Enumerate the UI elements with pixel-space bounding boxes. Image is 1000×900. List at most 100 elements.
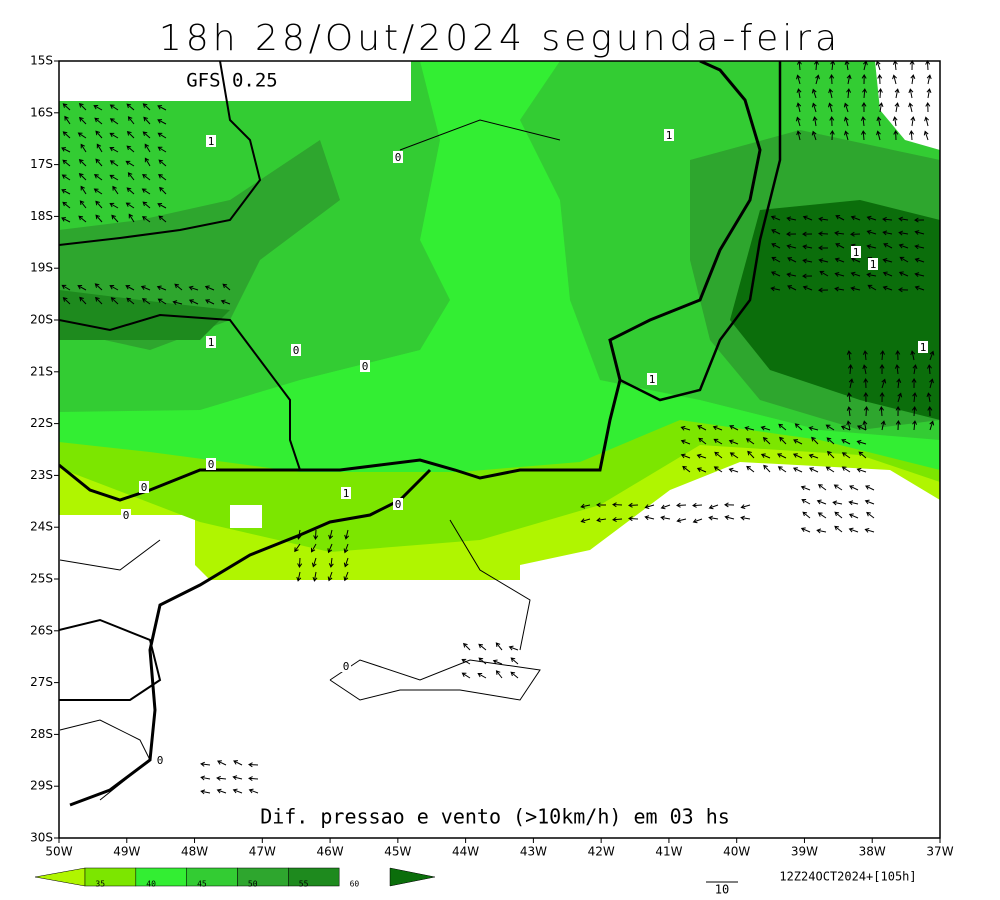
wind-arrow [834,511,843,519]
wind-arrow [328,557,334,568]
wind-arrow [477,672,487,679]
wind-arrow [64,115,71,125]
wind-arrow [914,257,925,263]
lon-label: 39W [791,845,818,859]
wind-arrow [61,217,71,223]
wind-arrow [796,88,802,99]
colorbar-cell [34,867,86,887]
wind-arrow [311,557,317,568]
wind-arrow [847,364,853,375]
wind-arrow [142,201,151,209]
wind-arrow [850,271,861,277]
wind-arrow [740,504,751,510]
wind-arrow [802,258,813,264]
wind-arrow [786,244,797,249]
wind-arrow [770,286,781,292]
wind-arrow [865,485,875,491]
wind-arrow [829,74,835,85]
wind-arrow [818,245,829,251]
run-info: 12Z24OCT2024+[105h] [779,870,916,884]
wind-arrow [172,300,183,305]
lon-label: 48W [181,845,208,859]
wind-arrow [867,284,877,291]
wind-arrow [708,515,719,521]
contour-label-box [341,660,351,672]
wind-arrow [188,285,199,291]
wind-arrow [792,453,803,459]
wind-arrow [895,420,901,431]
wind-arrow [248,788,259,794]
wind-arrow [628,516,639,522]
wind-arrow [216,788,227,794]
wind-arrow [724,515,735,520]
wind-arrow [159,186,167,195]
wind-arrow [808,453,819,459]
lat-label: 20S [30,313,53,327]
wind-arrow [62,131,71,139]
wind-arrow [612,502,623,508]
wind-arrow [802,215,813,221]
wind-arrow [833,484,843,491]
wind-arrow [109,284,119,291]
wind-arrow [80,185,87,195]
contour-label: 0 [123,509,130,522]
model-label: GFS 0.25 [186,70,278,92]
wind-arrow [77,132,87,139]
lon-label: 42W [588,845,615,859]
wind-arrow [866,229,877,235]
wind-arrow [878,102,884,113]
wind-arrow [127,116,135,125]
wind-arrow [910,74,916,85]
wind-arrow [786,216,797,222]
wind-arrow [802,273,813,279]
wind-arrow [819,270,829,277]
wind-arrow [478,643,487,651]
contour-label: 1 [853,246,860,259]
wind-arrow [849,485,859,491]
wind-arrow [866,215,877,221]
wind-arrow [344,529,350,540]
lat-label: 21S [30,364,53,378]
wind-arrow [926,392,932,403]
wind-arrow [892,116,898,127]
colorbar-cell [135,867,187,887]
wind-arrow [141,298,151,305]
lon-label: 45W [384,845,411,859]
wind-arrow [510,671,519,679]
wind-arrow [786,272,797,278]
wind-arrow [698,437,707,445]
wind-arrow [310,543,317,553]
wind-arrow [109,118,119,125]
contour-label-box [291,344,301,356]
contour-label-box [206,336,216,348]
wind-arrow [877,74,883,85]
wind-arrow [910,350,916,361]
wind-arrow [343,543,349,554]
wind-arrow [843,116,849,127]
wind-arrow [771,256,781,263]
wind-arrow [841,452,851,459]
wind-arrow [143,116,151,125]
wind-arrow [840,425,851,431]
wind-arrow [109,104,119,111]
wind-arrow [825,424,835,431]
wind-arrow [925,102,931,113]
wind-arrow [923,130,929,141]
wind-arrow [796,102,802,113]
wind-arrow [834,525,843,533]
wind-arrow [771,229,781,235]
wind-arrow [296,529,302,540]
contour-label: 0 [343,660,350,673]
wind-arrow [777,453,787,459]
lat-label: 17S [30,157,53,171]
wind-arrow [846,420,852,431]
contour-label: 1 [208,135,215,148]
wind-arrow [157,119,167,125]
wind-arrow [846,392,852,403]
wind-arrow [495,670,503,679]
wind-arrow [61,174,71,181]
wind-arrow [850,257,861,263]
wind-arrow [126,103,135,111]
wind-arrow [343,557,349,568]
lat-label: 16S [30,105,53,119]
